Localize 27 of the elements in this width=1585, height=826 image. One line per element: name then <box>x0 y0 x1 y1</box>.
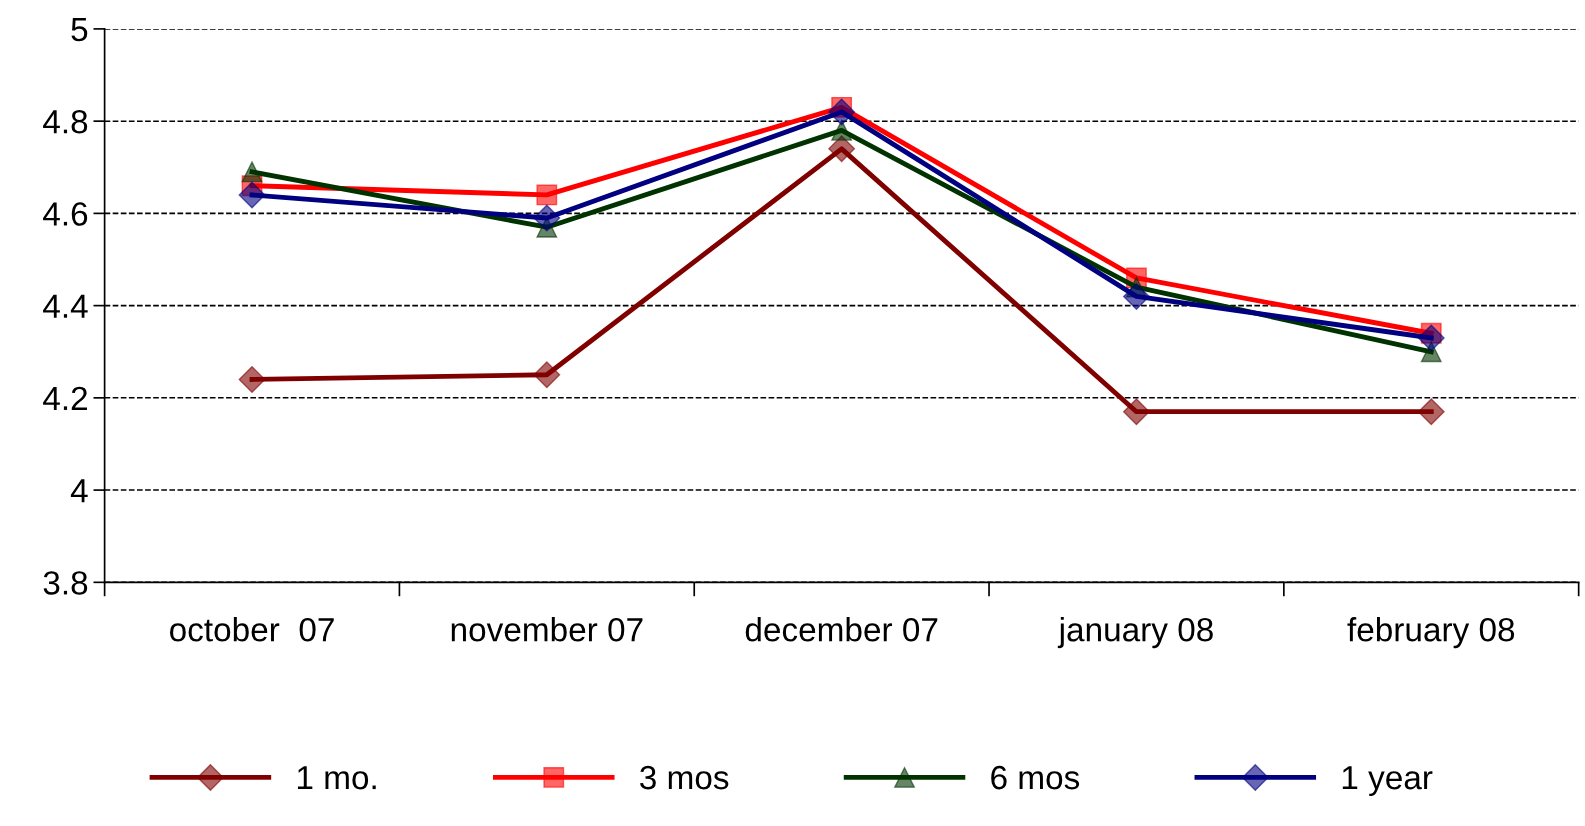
x-tick-label: february 08 <box>1347 617 1515 649</box>
y-tick-label: 4.2 <box>43 386 87 410</box>
point <box>238 365 266 393</box>
x-tick-label: october 07 <box>170 617 334 642</box>
x-tick-label: january 08 <box>1057 617 1213 649</box>
y-tick-label: 5 <box>71 18 88 42</box>
legend-label: 6 mos <box>991 765 1080 790</box>
legend-label: 1 mo. <box>297 766 376 790</box>
point <box>241 161 263 183</box>
y-tick-label: 4.4 <box>43 294 88 318</box>
y-tick-label: 3.8 <box>43 571 88 595</box>
point <box>533 361 561 389</box>
point <box>533 204 561 232</box>
point <box>1417 324 1445 352</box>
x-tick-label: november 07 <box>451 617 643 642</box>
y-tick-label: 4 <box>70 479 88 503</box>
legend-label: 1 year <box>1342 766 1433 796</box>
point <box>1122 282 1150 310</box>
point <box>238 181 266 209</box>
y-tick-label: 4.6 <box>43 202 88 226</box>
point <box>1417 398 1445 426</box>
point <box>536 184 558 206</box>
y-tick-label: 4.8 <box>43 109 88 134</box>
point <box>828 98 856 126</box>
point <box>1122 398 1150 426</box>
x-tick-label: december 07 <box>745 617 938 642</box>
legend-label: 3 mos <box>640 765 729 790</box>
